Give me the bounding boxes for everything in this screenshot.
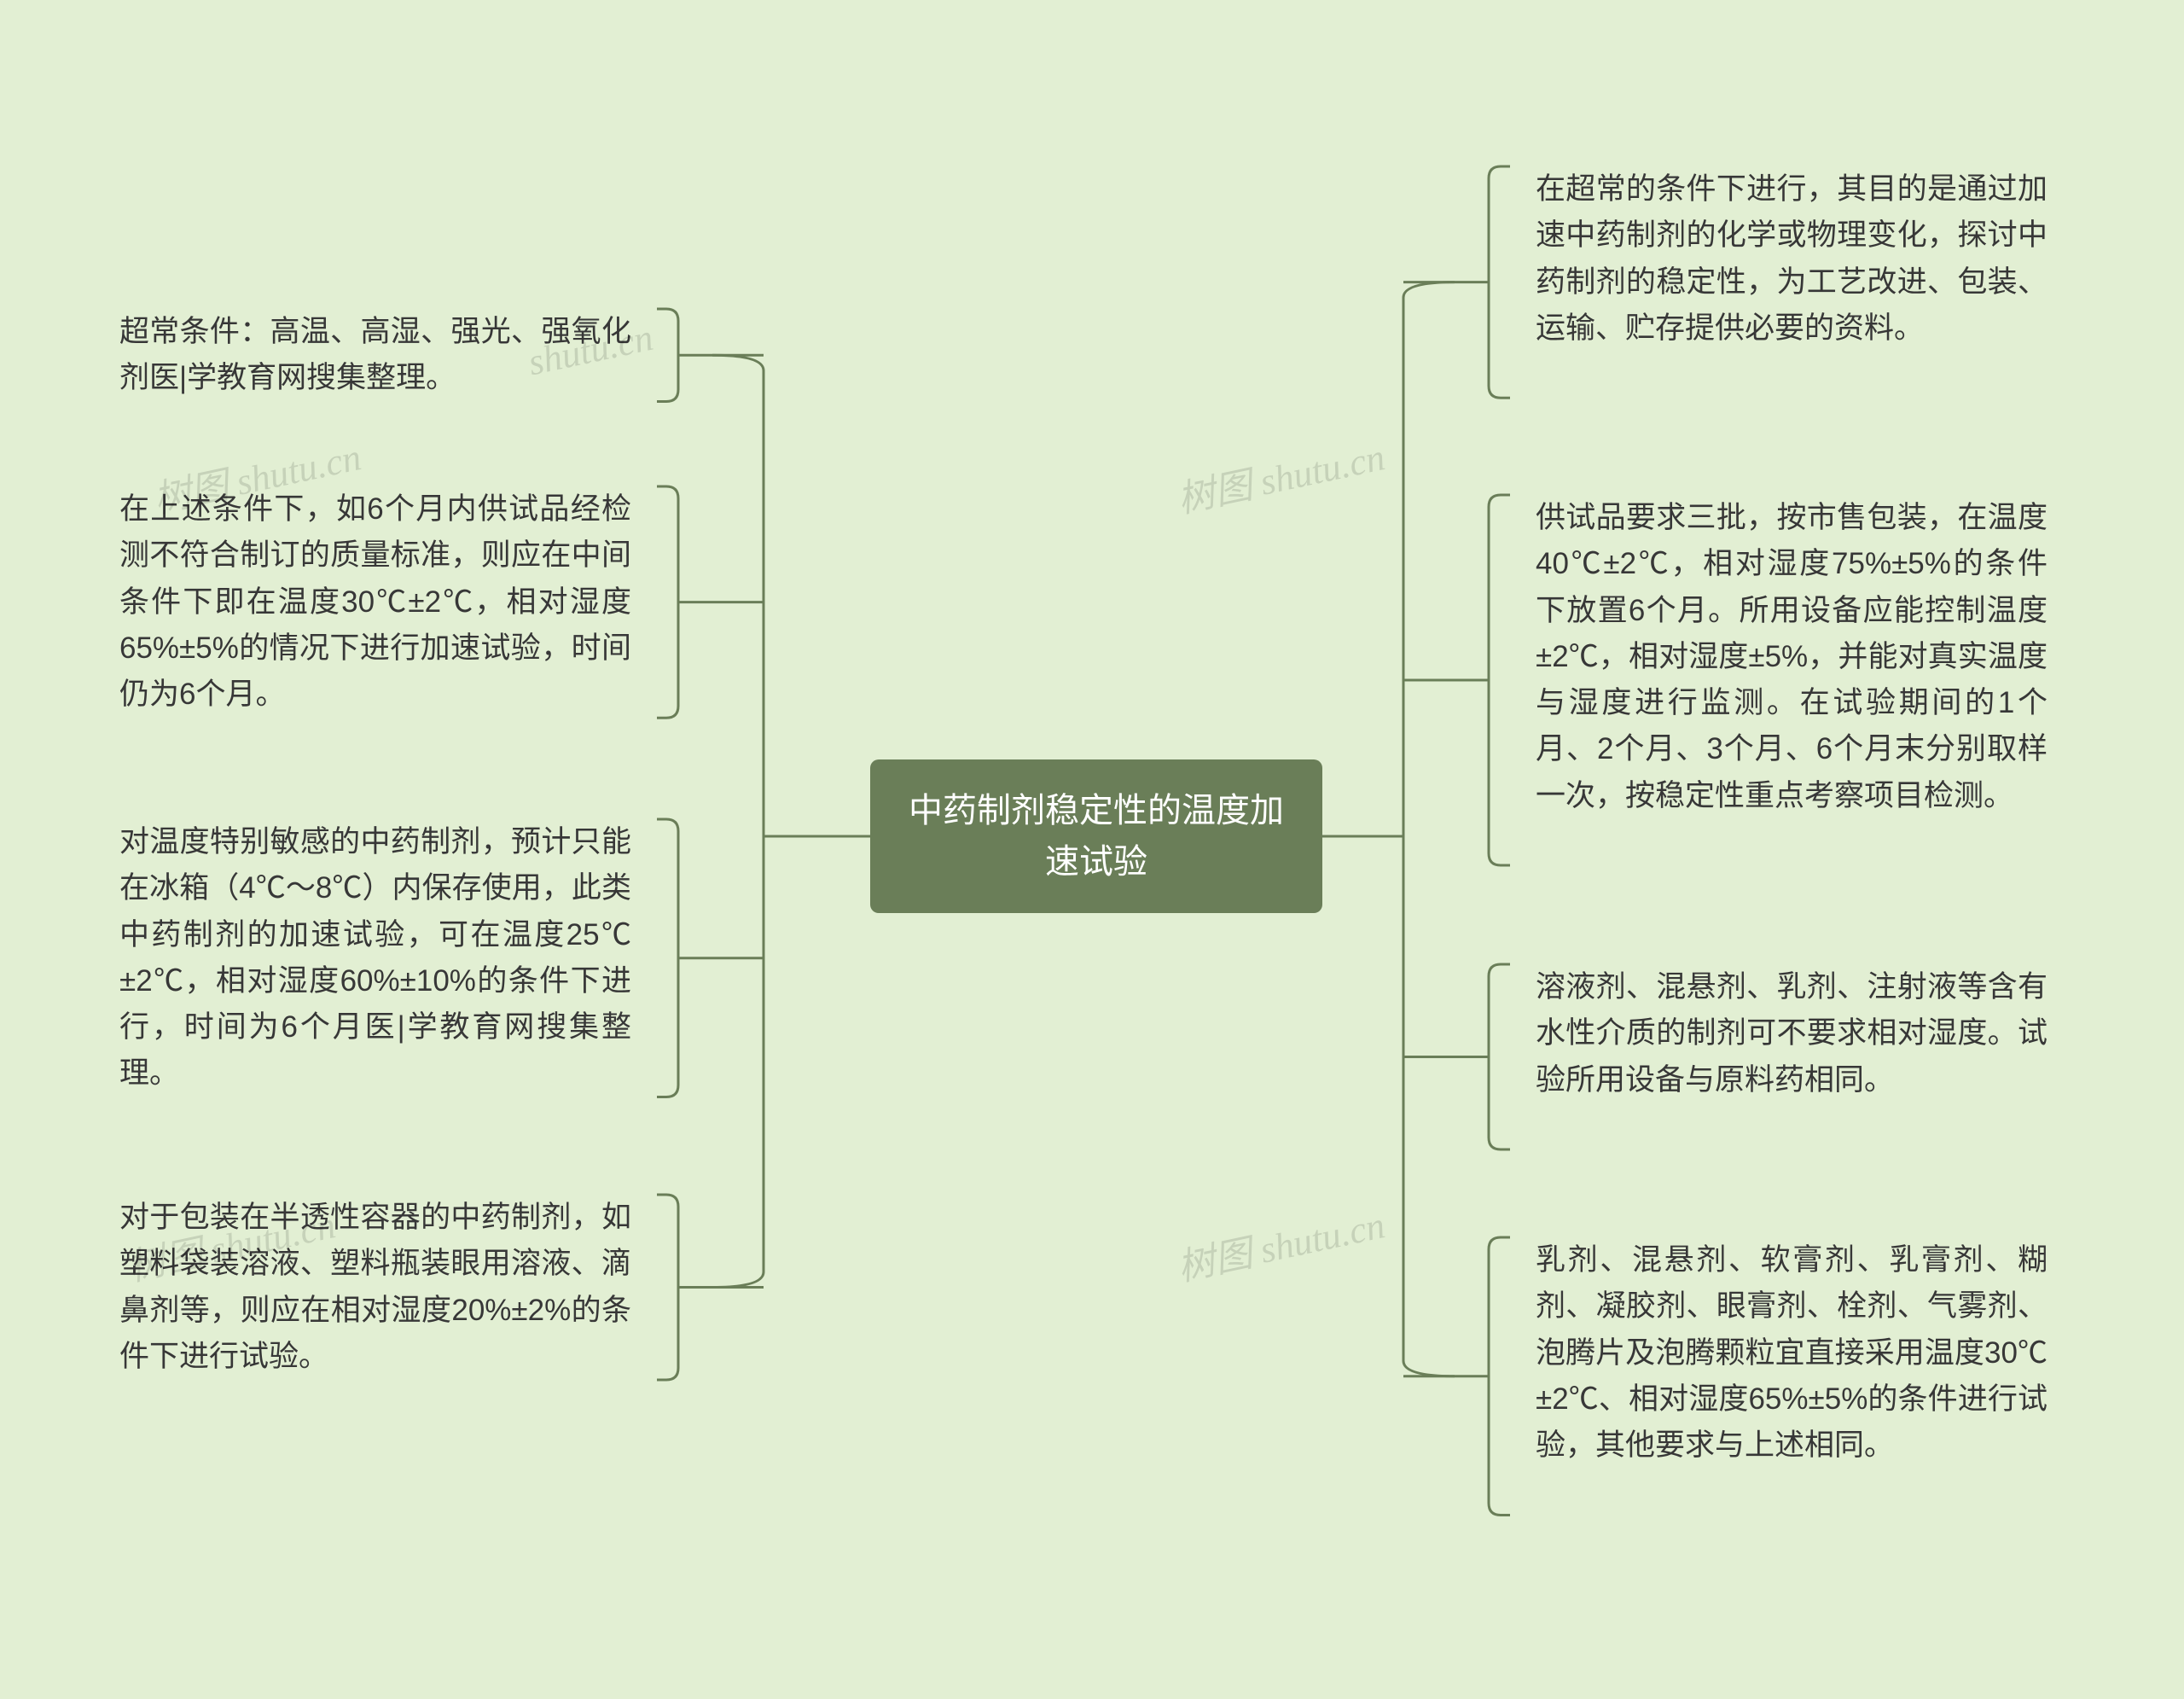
right-leaf-0: 在超常的条件下进行，其目的是通过加速中药制剂的化学或物理变化，探讨中药制剂的稳定…	[1536, 166, 2048, 352]
center-node: 中药制剂稳定性的温度加 速试验	[870, 759, 1322, 913]
right-leaf-2: 溶液剂、混悬剂、乳剂、注射液等含有水性介质的制剂可不要求相对湿度。试验所用设备与…	[1536, 964, 2048, 1103]
left-leaf-2: 对温度特别敏感的中药制剂，预计只能在冰箱（4℃～8℃）内保存使用，此类中药制剂的…	[119, 819, 631, 1097]
center-line2: 速试验	[1045, 843, 1147, 881]
left-leaf-1: 在上述条件下，如6个月内供试品经检测不符合制订的质量标准，则应在中间条件下即在温…	[119, 486, 631, 718]
right-leaf-3: 乳剂、混悬剂、软膏剂、乳膏剂、糊剂、凝胶剂、眼膏剂、栓剂、气雾剂、泡腾片及泡腾颗…	[1536, 1237, 2048, 1469]
watermark-1: 树图 shutu.cn	[1171, 426, 1389, 523]
left-leaf-3: 对于包装在半透性容器的中药制剂，如塑料袋装溶液、塑料瓶装眼用溶液、滴鼻剂等，则应…	[119, 1195, 631, 1380]
left-leaf-0: 超常条件：高温、高湿、强光、强氧化剂医|学教育网搜集整理。	[119, 309, 631, 402]
center-line1: 中药制剂稳定性的温度加	[909, 792, 1284, 829]
right-leaf-1: 供试品要求三批，按市售包装，在温度40℃±2℃，相对湿度75%±5%的条件下放置…	[1536, 495, 2048, 819]
watermark-3: 树图 shutu.cn	[1171, 1194, 1389, 1291]
